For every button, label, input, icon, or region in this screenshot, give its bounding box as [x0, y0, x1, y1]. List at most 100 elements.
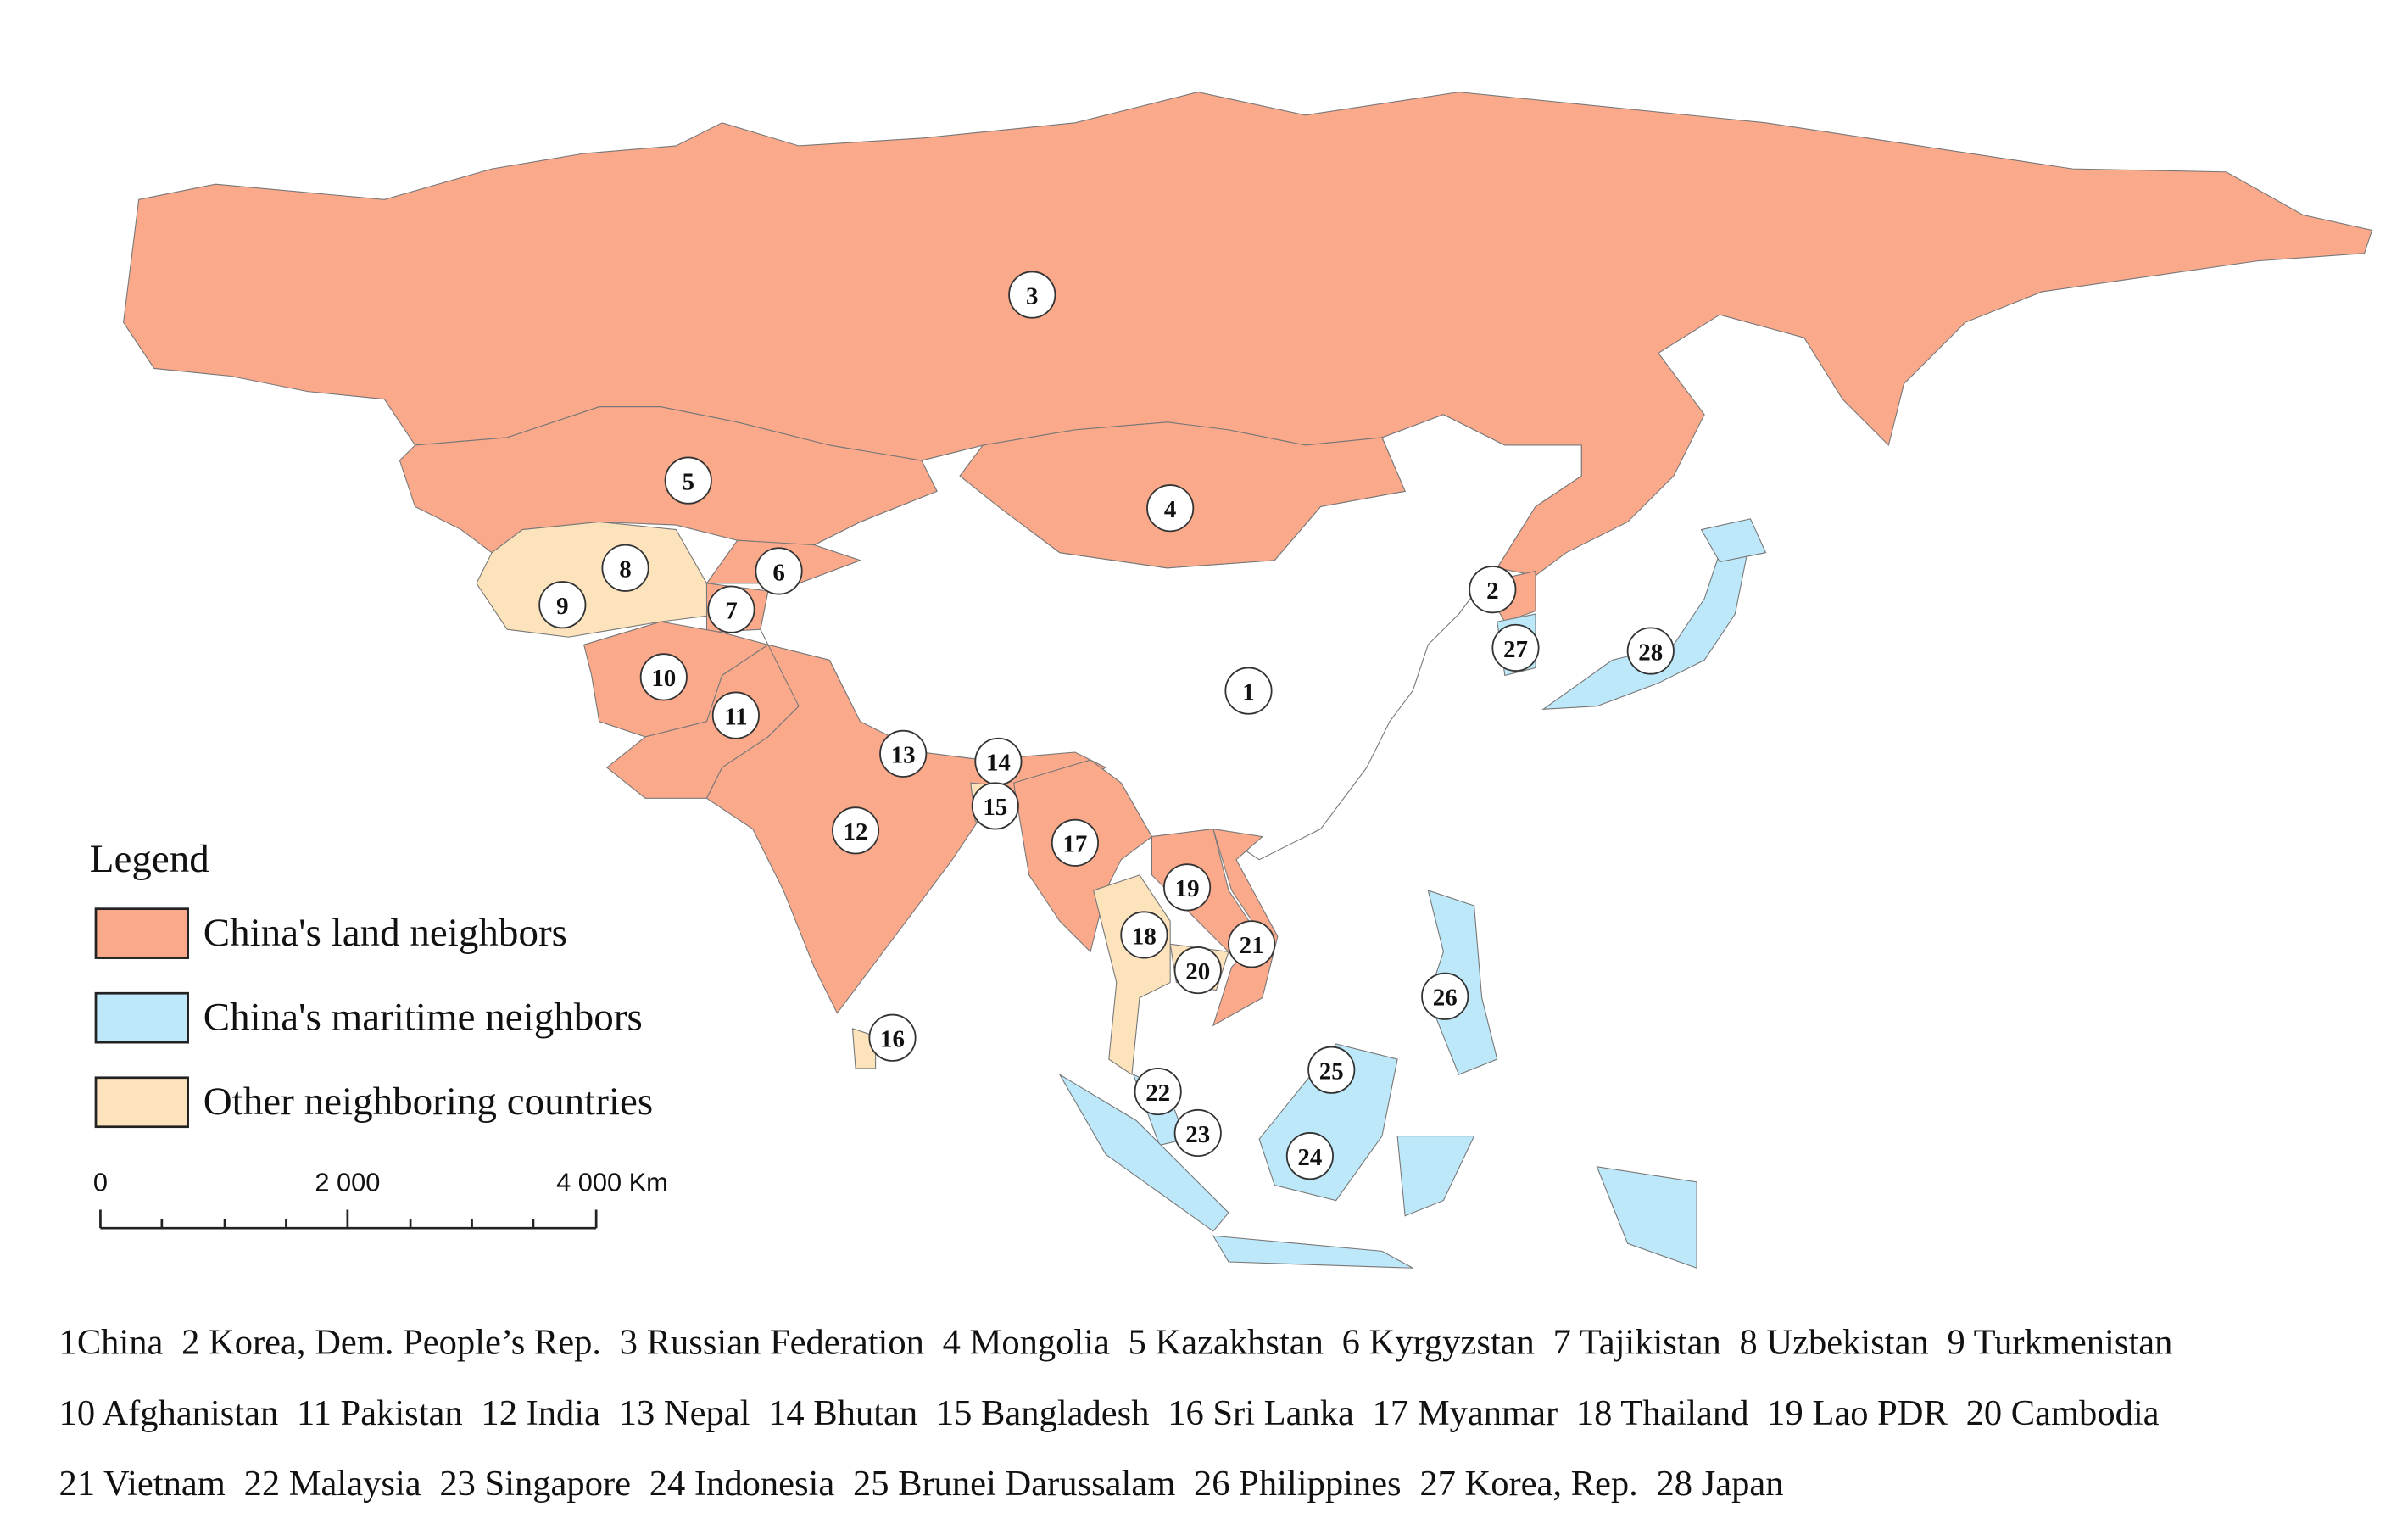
- marker-label: 23: [1185, 1121, 1210, 1148]
- marker-circle: [1163, 863, 1212, 912]
- scale-bar: 0 2 000 4 000 Km: [93, 1168, 668, 1230]
- footer-entry: 14 Bhutan: [768, 1393, 917, 1433]
- marker-circle: [1626, 627, 1675, 675]
- marker-circle: [971, 782, 1019, 830]
- marker-label: 1: [1242, 678, 1254, 706]
- marker-label: 8: [619, 556, 631, 583]
- marker-circle: [1491, 623, 1540, 672]
- legend-label: Other neighboring countries: [203, 1080, 653, 1124]
- footer: 1China 2 Korea, Dem. People’s Rep. 3 Russi…: [59, 1323, 2173, 1504]
- footer-entry: 21 Vietnam: [59, 1464, 226, 1504]
- country: [1541, 536, 1752, 710]
- marker-label: 9: [556, 593, 568, 620]
- scale-label: 2 000: [315, 1168, 380, 1197]
- marker-label: 7: [725, 598, 737, 625]
- country: [1212, 1235, 1413, 1269]
- footer-line: 21 Vietnam 22 Malaysia 23 Singapore 24 Indo…: [59, 1464, 1784, 1504]
- countries: [123, 92, 2373, 1270]
- footer-entry: 12 India: [481, 1393, 600, 1433]
- marker-circle: [1008, 271, 1056, 319]
- marker-label: 4: [1164, 496, 1176, 523]
- country: [476, 521, 723, 638]
- country: [1212, 828, 1279, 1027]
- marker-label: 17: [1062, 831, 1087, 858]
- legend-swatch: [94, 1076, 189, 1129]
- footer-entry: 20 Cambodia: [1966, 1393, 2160, 1433]
- marker-circle: [1285, 1132, 1334, 1180]
- footer-entry: 8 Uzbekistan: [1740, 1323, 1929, 1363]
- marker-circle: [1146, 484, 1195, 533]
- legend-swatch: [94, 991, 189, 1044]
- marker-label: 26: [1433, 985, 1458, 1012]
- marker-circle: [639, 653, 688, 701]
- marker-circle: [1469, 566, 1517, 614]
- scale-label: 4 000 Km: [556, 1168, 668, 1197]
- footer-entry: 5 Kazakhstan: [1129, 1323, 1324, 1363]
- marker-label: 24: [1297, 1144, 1322, 1171]
- marker-label: 19: [1175, 875, 1200, 902]
- footer-entry: 3 Russian Federation: [620, 1323, 924, 1363]
- country: [705, 644, 1107, 1014]
- marker-circle: [879, 729, 928, 778]
- marker-label: 25: [1319, 1058, 1344, 1085]
- marker-label: 2: [1486, 578, 1498, 605]
- footer-entry: 23 Singapore: [439, 1464, 631, 1504]
- marker-label: 6: [772, 559, 784, 586]
- marker-label: 11: [724, 703, 747, 730]
- marker-label: 22: [1145, 1080, 1170, 1107]
- country: [1700, 518, 1767, 563]
- marker-circle: [1051, 818, 1099, 867]
- footer-entry: 26 Philippines: [1194, 1464, 1402, 1504]
- footer-entry: 6 Kyrgyzstan: [1342, 1323, 1535, 1363]
- marker-label: 16: [880, 1026, 905, 1053]
- footer-line: 10 Afghanistan 11 Pakistan 12 India 13 Nepa…: [59, 1393, 2160, 1433]
- scale-label: 0: [93, 1168, 108, 1197]
- footer-entry: 28 Japan: [1657, 1464, 1784, 1504]
- footer-entry: 22 Malaysia: [244, 1464, 421, 1504]
- marker-label: 20: [1185, 958, 1210, 985]
- marker-circle: [1173, 946, 1222, 995]
- country: [1093, 874, 1171, 1076]
- footer-entry: 16 Sri Lanka: [1168, 1393, 1354, 1433]
- marker-circle: [1134, 1068, 1182, 1116]
- marker-label: 27: [1503, 636, 1528, 663]
- marker-circle: [1228, 920, 1276, 968]
- footer-line: 1China 2 Korea, Dem. People’s Rep. 3 Russi…: [59, 1323, 2173, 1363]
- footer-entry: 4 Mongolia: [943, 1323, 1110, 1363]
- marker-label: 5: [683, 468, 694, 495]
- marker-label: 14: [986, 750, 1011, 777]
- marker-label: 13: [891, 742, 916, 769]
- footer-entry: 17 Myanmar: [1373, 1393, 1558, 1433]
- marker-label: 28: [1638, 639, 1663, 666]
- marker-circle: [1421, 972, 1469, 1020]
- footer-entry: 11 Pakistan: [297, 1393, 463, 1433]
- country: [1596, 1166, 1697, 1270]
- footer-entry: 19 Lao PDR: [1767, 1393, 1948, 1433]
- marker-circle: [868, 1013, 917, 1062]
- marker-circle: [601, 544, 649, 592]
- footer-entry: 24 Indonesia: [649, 1464, 835, 1504]
- legend-label: China's land neighbors: [203, 911, 567, 955]
- marker-label: 10: [651, 665, 676, 692]
- marker-circle: [538, 581, 587, 629]
- marker-circle: [832, 806, 880, 855]
- marker-label: 12: [844, 818, 868, 845]
- marker-label: 15: [983, 794, 1007, 821]
- legend-label: China's maritime neighbors: [203, 996, 643, 1040]
- footer-entry: 18 Thailand: [1576, 1393, 1749, 1433]
- footer-entry: 10 Afghanistan: [59, 1393, 279, 1433]
- footer-entry: 15 Bangladesh: [936, 1393, 1150, 1433]
- footer-entry: 7 Tajikistan: [1553, 1323, 1721, 1363]
- marker-circle: [711, 691, 760, 739]
- legend-swatch: [94, 907, 189, 959]
- marker-circle: [1224, 667, 1273, 715]
- footer-entry: 25 Brunei Darussalam: [853, 1464, 1175, 1504]
- country: [1058, 1073, 1229, 1232]
- footer-entry: 9 Turkmenistan: [1947, 1323, 2172, 1363]
- footer-entry: 1China: [59, 1323, 164, 1363]
- marker-circle: [707, 585, 755, 633]
- footer-entry: 27 Korea, Rep.: [1419, 1464, 1637, 1504]
